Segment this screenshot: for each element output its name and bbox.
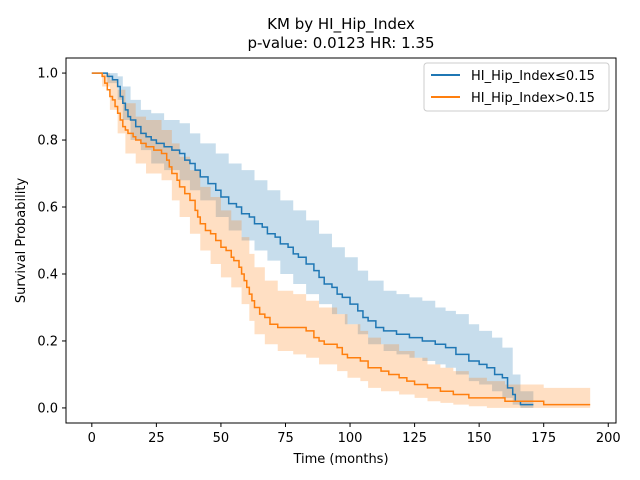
x-tick-label: 25	[148, 431, 165, 446]
x-tick-label: 75	[277, 431, 294, 446]
ci-band-series-1	[91, 73, 591, 408]
legend-label-series-1: HI_Hip_Index>0.15	[471, 91, 595, 106]
confidence-bands	[91, 73, 591, 408]
y-tick-label: 0.0	[37, 401, 58, 416]
y-tick-label: 1.0	[37, 67, 58, 82]
ci-band-series-0	[91, 73, 534, 408]
chart-title-line2: p-value: 0.0123 HR: 1.35	[247, 34, 434, 52]
y-tick-label: 0.4	[37, 267, 58, 282]
x-tick-label: 175	[531, 431, 556, 446]
km-curve-series-1	[91, 72, 591, 406]
x-axis-label: Time (months)	[292, 452, 388, 467]
legend-box	[423, 62, 610, 112]
x-tick-label: 0	[88, 431, 96, 446]
x-tick-label: 50	[213, 431, 230, 446]
y-tick-label: 0.6	[37, 201, 58, 216]
x-tick-label: 200	[596, 431, 621, 446]
x-axis-ticks: 0 25 50 75 100 125 150 175 200	[88, 423, 621, 446]
y-tick-label: 0.8	[37, 134, 58, 149]
legend-label-series-0: HI_Hip_Index≤0.15	[471, 69, 595, 84]
y-axis-label: Survival Probability	[14, 178, 29, 304]
survival-curves	[91, 72, 591, 406]
legend: HI_Hip_Index≤0.15 HI_Hip_Index>0.15	[423, 62, 610, 112]
x-tick-label: 100	[338, 431, 363, 446]
km-curve-series-0	[91, 72, 534, 406]
chart-title-line1: KM by HI_Hip_Index	[267, 15, 415, 34]
y-axis-ticks: 0.0 0.2 0.4 0.6 0.8 1.0	[37, 67, 66, 416]
x-tick-label: 150	[467, 431, 492, 446]
y-tick-label: 0.2	[37, 334, 58, 349]
plot-frame	[65, 57, 617, 424]
x-tick-label: 125	[402, 431, 427, 446]
